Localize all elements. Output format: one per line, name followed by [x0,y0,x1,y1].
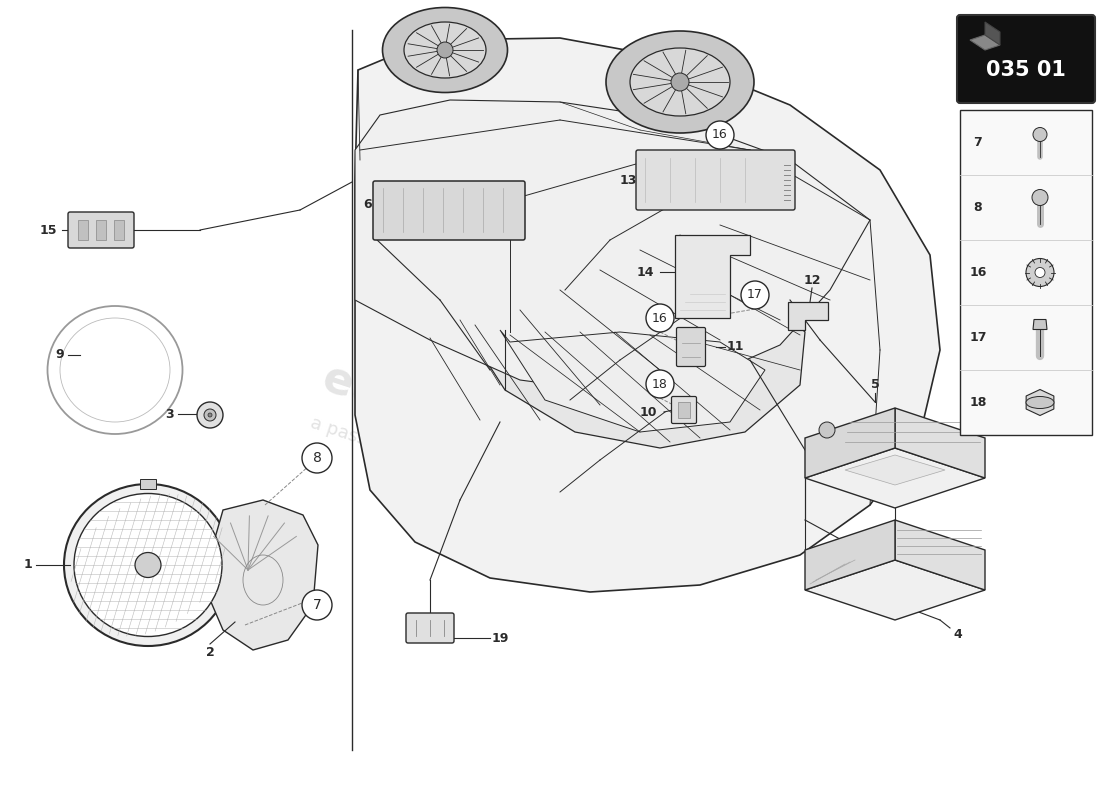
Circle shape [741,281,769,309]
Ellipse shape [1026,397,1054,409]
Bar [78,220,88,240]
Ellipse shape [135,553,161,578]
Text: 16: 16 [712,129,728,142]
FancyBboxPatch shape [636,150,795,210]
Text: euroParts: euroParts [317,357,563,474]
Text: 13: 13 [619,174,637,186]
Circle shape [197,402,223,428]
Polygon shape [355,100,870,392]
Text: 18: 18 [969,396,987,409]
Polygon shape [970,35,1000,50]
Bar [960,110,1092,435]
Circle shape [1026,258,1054,286]
Polygon shape [805,560,984,620]
Ellipse shape [383,7,507,93]
Ellipse shape [64,484,232,646]
Polygon shape [845,455,945,485]
Text: 2: 2 [206,646,214,658]
Polygon shape [1033,319,1047,330]
Circle shape [437,42,453,58]
Circle shape [208,413,212,417]
Polygon shape [895,520,984,590]
Polygon shape [355,38,940,592]
Polygon shape [805,448,984,508]
Circle shape [1032,190,1048,206]
Circle shape [646,304,674,332]
Text: 7: 7 [974,136,982,149]
Text: 14: 14 [636,266,653,278]
Text: 3: 3 [166,407,174,421]
Circle shape [302,443,332,473]
Text: 17: 17 [747,289,763,302]
Polygon shape [788,302,828,330]
Ellipse shape [630,48,730,116]
Text: 16: 16 [969,266,987,279]
Polygon shape [500,330,764,432]
Polygon shape [805,408,895,478]
Circle shape [302,590,332,620]
Bar [96,220,106,240]
Circle shape [646,370,674,398]
Polygon shape [208,500,318,650]
FancyBboxPatch shape [957,15,1094,103]
Text: 4: 4 [954,629,962,642]
Text: 6: 6 [364,198,372,210]
Text: 7: 7 [312,598,321,612]
Text: 19: 19 [492,631,508,645]
Circle shape [204,409,216,421]
Polygon shape [805,520,895,590]
Text: 035 01: 035 01 [986,60,1066,80]
FancyBboxPatch shape [406,613,454,643]
Text: a passion for parts since 1995: a passion for parts since 1995 [308,414,572,516]
FancyBboxPatch shape [373,181,525,240]
Text: 12: 12 [803,274,821,286]
Text: 5: 5 [870,378,879,391]
Polygon shape [675,235,750,318]
Text: 8: 8 [312,451,321,465]
FancyBboxPatch shape [68,212,134,248]
FancyBboxPatch shape [671,397,696,423]
Text: 11: 11 [726,341,744,354]
Text: 9: 9 [56,349,64,362]
FancyBboxPatch shape [676,327,705,366]
Text: 15: 15 [40,223,57,237]
Text: 16: 16 [652,311,668,325]
Circle shape [820,422,835,438]
Polygon shape [984,22,1000,45]
Polygon shape [1026,390,1054,415]
Circle shape [1035,267,1045,278]
Circle shape [671,73,689,91]
Text: 1: 1 [23,558,32,571]
Polygon shape [460,265,805,448]
Text: 18: 18 [652,378,668,390]
Ellipse shape [74,494,222,637]
Text: 8: 8 [974,201,982,214]
Bar [678,402,690,418]
Circle shape [706,121,734,149]
Circle shape [1033,127,1047,142]
Ellipse shape [404,22,486,78]
Bar [140,479,156,489]
Ellipse shape [606,31,754,133]
Text: 10: 10 [639,406,657,418]
Polygon shape [895,408,984,478]
Bar [114,220,124,240]
Text: 17: 17 [969,331,987,344]
